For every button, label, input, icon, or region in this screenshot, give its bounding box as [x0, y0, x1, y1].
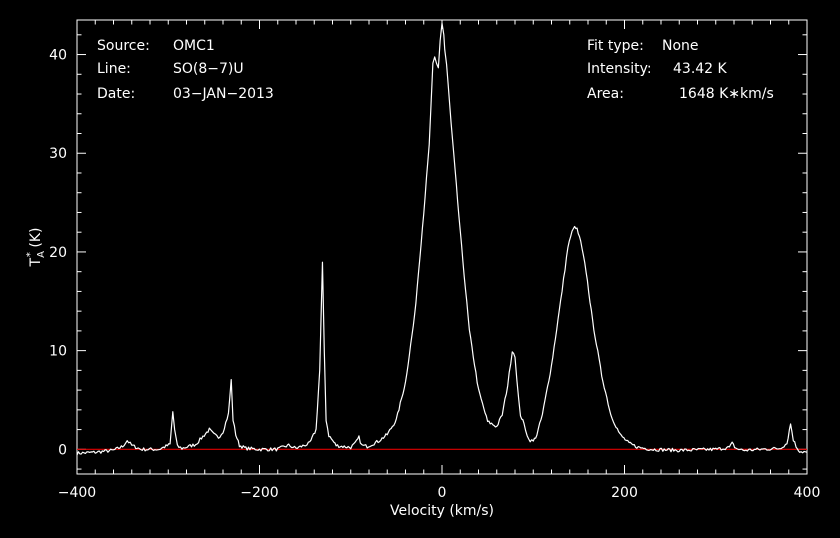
- y-tick-label: 20: [49, 245, 67, 261]
- intensity-label: Intensity:: [587, 61, 652, 77]
- y-axis-label-main: T: [28, 257, 44, 267]
- area-label: Area:: [587, 86, 624, 102]
- y-tick-label: 0: [58, 442, 67, 458]
- spectrum-line: [76, 22, 808, 456]
- x-axis-label: Velocity (km/s): [390, 503, 494, 519]
- fit-type-label: Fit type:: [587, 38, 644, 54]
- date-value: 03−JAN−2013: [173, 86, 274, 102]
- x-tick-label: 200: [611, 485, 638, 501]
- x-tick-label: 0: [438, 485, 447, 501]
- y-axis-label-sub: A: [36, 251, 47, 258]
- x-tick-label: −400: [58, 485, 96, 501]
- area-value: 1648 K∗km/s: [679, 86, 774, 102]
- line-label: Line:: [97, 61, 131, 77]
- y-axis-label: TA* (K): [25, 228, 47, 268]
- y-tick-label: 10: [49, 344, 67, 360]
- y-tick-label: 30: [49, 146, 67, 162]
- y-axis-label-unit: (K): [28, 228, 44, 253]
- fit-type-value: None: [662, 38, 699, 54]
- source-label: Source:: [97, 38, 150, 54]
- y-axis-label-sup: *: [25, 252, 36, 257]
- line-value: SO(8−7)U: [173, 61, 244, 77]
- source-value: OMC1: [173, 38, 215, 54]
- x-tick-label: −200: [240, 485, 278, 501]
- x-tick-label: 400: [794, 485, 821, 501]
- axis-tick-labels: −400 −200 0 200 400 0 10 20 30 40: [49, 48, 820, 501]
- date-label: Date:: [97, 86, 135, 102]
- intensity-value: 43.42 K: [673, 61, 728, 77]
- y-tick-label: 40: [49, 48, 67, 64]
- axis-ticks: [76, 20, 808, 474]
